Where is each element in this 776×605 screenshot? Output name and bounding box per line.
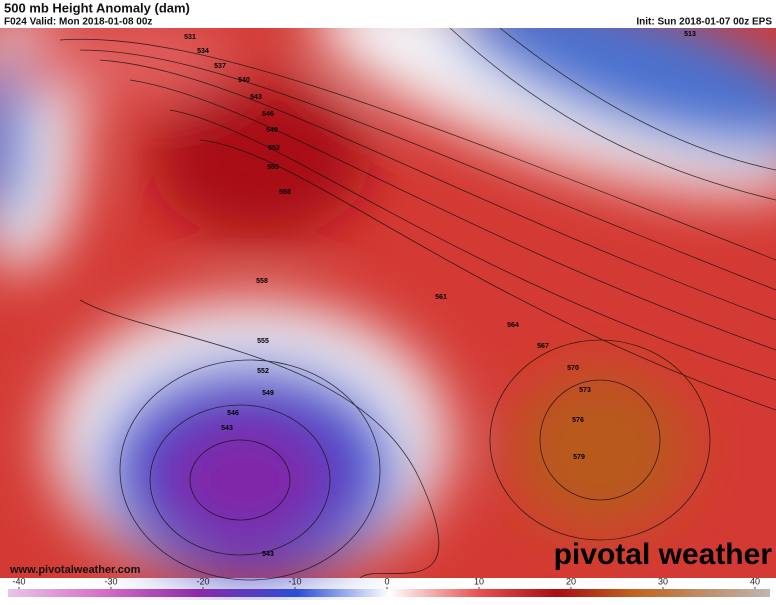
url: www.pivotalweather.com bbox=[9, 564, 141, 576]
contour-label: 537 bbox=[214, 63, 226, 70]
header-bar bbox=[0, 0, 776, 28]
colorbar-tick-label: 20 bbox=[566, 576, 576, 586]
contour-label: 543 bbox=[262, 551, 274, 558]
contour-label: 549 bbox=[262, 390, 274, 397]
contour-label: 564 bbox=[507, 322, 519, 329]
contour-label: 546 bbox=[262, 111, 274, 118]
colorbar-tick-label: 30 bbox=[658, 576, 668, 586]
contour-label: 561 bbox=[435, 294, 447, 301]
colorbar-tick-label: -20 bbox=[196, 576, 209, 586]
brand: pivotal weather bbox=[554, 538, 773, 571]
contour-label: 546 bbox=[227, 410, 239, 417]
contour-label: 543 bbox=[221, 425, 233, 432]
contour-label: 552 bbox=[268, 145, 280, 152]
colorbar-tick-label: 40 bbox=[750, 576, 760, 586]
contour-label: 570 bbox=[567, 365, 579, 372]
colorbar bbox=[8, 589, 770, 597]
contour-label: 555 bbox=[257, 338, 269, 345]
colorbar-tick-label: 0 bbox=[384, 576, 389, 586]
colorbar-tick-label: -10 bbox=[288, 576, 301, 586]
contour-label: 513 bbox=[684, 31, 696, 38]
contour-label: 576 bbox=[572, 417, 584, 424]
contour-label: 540 bbox=[238, 77, 250, 84]
contour-label: 567 bbox=[537, 343, 549, 350]
colorbar-tick-label: -40 bbox=[12, 576, 25, 586]
init-time: Init: Sun 2018-01-07 00z EPS bbox=[636, 17, 772, 28]
colorbar-tick-label: -30 bbox=[104, 576, 117, 586]
contour-label: 558 bbox=[256, 278, 268, 285]
colorbar-tick-label: 10 bbox=[474, 576, 484, 586]
contour-label: 534 bbox=[197, 48, 209, 55]
contour-label: 552 bbox=[257, 368, 269, 375]
contour-label: 579 bbox=[573, 454, 585, 461]
contour-label: 558 bbox=[279, 189, 291, 196]
valid-time: F024 Valid: Mon 2018-01-08 00z bbox=[4, 17, 152, 28]
map-field bbox=[0, 0, 776, 581]
title: 500 mb Height Anomaly (dam) bbox=[4, 0, 190, 15]
contour-label: 549 bbox=[266, 127, 278, 134]
contour-label: 555 bbox=[267, 164, 279, 171]
contour-label: 543 bbox=[250, 94, 262, 101]
contour-label: 531 bbox=[184, 34, 196, 41]
contour-label: 573 bbox=[579, 387, 591, 394]
